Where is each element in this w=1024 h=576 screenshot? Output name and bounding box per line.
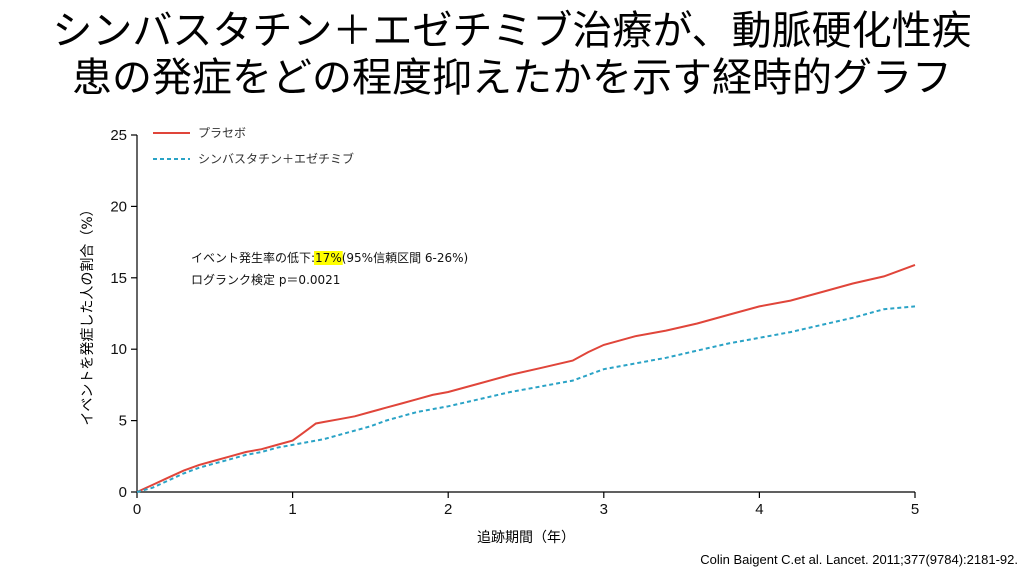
highlight-box xyxy=(314,251,343,265)
y-axis-label: イベントを発症した人の割合（%） xyxy=(79,202,96,425)
slide-title-line-1: シンバスタチン＋エゼチミブ治療が、動脈硬化性疾 xyxy=(52,8,972,54)
annotation-line-2: ログランク検定 p＝0.0021 xyxy=(191,272,340,287)
y-tick-label: 10 xyxy=(110,341,127,358)
slide-title-line-2: 患の発症をどの程度抑えたかを示す経時的グラフ xyxy=(72,55,952,101)
chart-series xyxy=(136,263,916,493)
x-tick-label: 1 xyxy=(288,501,296,518)
annotation-suffix: (95%信頼区間 6-26%) xyxy=(342,251,469,265)
citation: Colin Baigent C.et al. Lancet. 2011;377(… xyxy=(700,552,1018,567)
annotation-highlight: 17% xyxy=(315,251,342,265)
x-tick-label: 0 xyxy=(133,501,141,518)
annotation-line-1: イベント発生率の低下:17%(95%信頼区間 6-26%) xyxy=(191,250,468,265)
series-line-2 xyxy=(136,305,916,493)
x-tick-label: 4 xyxy=(755,501,763,518)
x-axis-label: 追跡期間（年） xyxy=(477,530,575,546)
y-tick-label: 5 xyxy=(119,413,127,430)
y-tick-label: 0 xyxy=(119,484,127,501)
x-tick-label: 5 xyxy=(911,501,919,518)
x-tick-label: 2 xyxy=(444,501,452,518)
x-tick-label: 3 xyxy=(600,501,608,518)
legend-label-1: プラセボ xyxy=(198,126,246,140)
series-line-1 xyxy=(136,263,916,493)
y-tick-label: 25 xyxy=(110,127,127,144)
chart-annotation: イベント発生率の低下:17%(95%信頼区間 6-26%) ログランク検定 p＝… xyxy=(191,250,468,287)
legend-label-2: シンバスタチン＋エゼチミブ xyxy=(198,151,354,166)
y-tick-label: 15 xyxy=(110,270,127,287)
y-tick-label: 20 xyxy=(110,198,127,215)
chart-axes: 0 5 10 15 20 25 0 1 2 3 4 5 xyxy=(110,127,919,518)
annotation-prefix: イベント発生率の低下: xyxy=(191,250,315,265)
